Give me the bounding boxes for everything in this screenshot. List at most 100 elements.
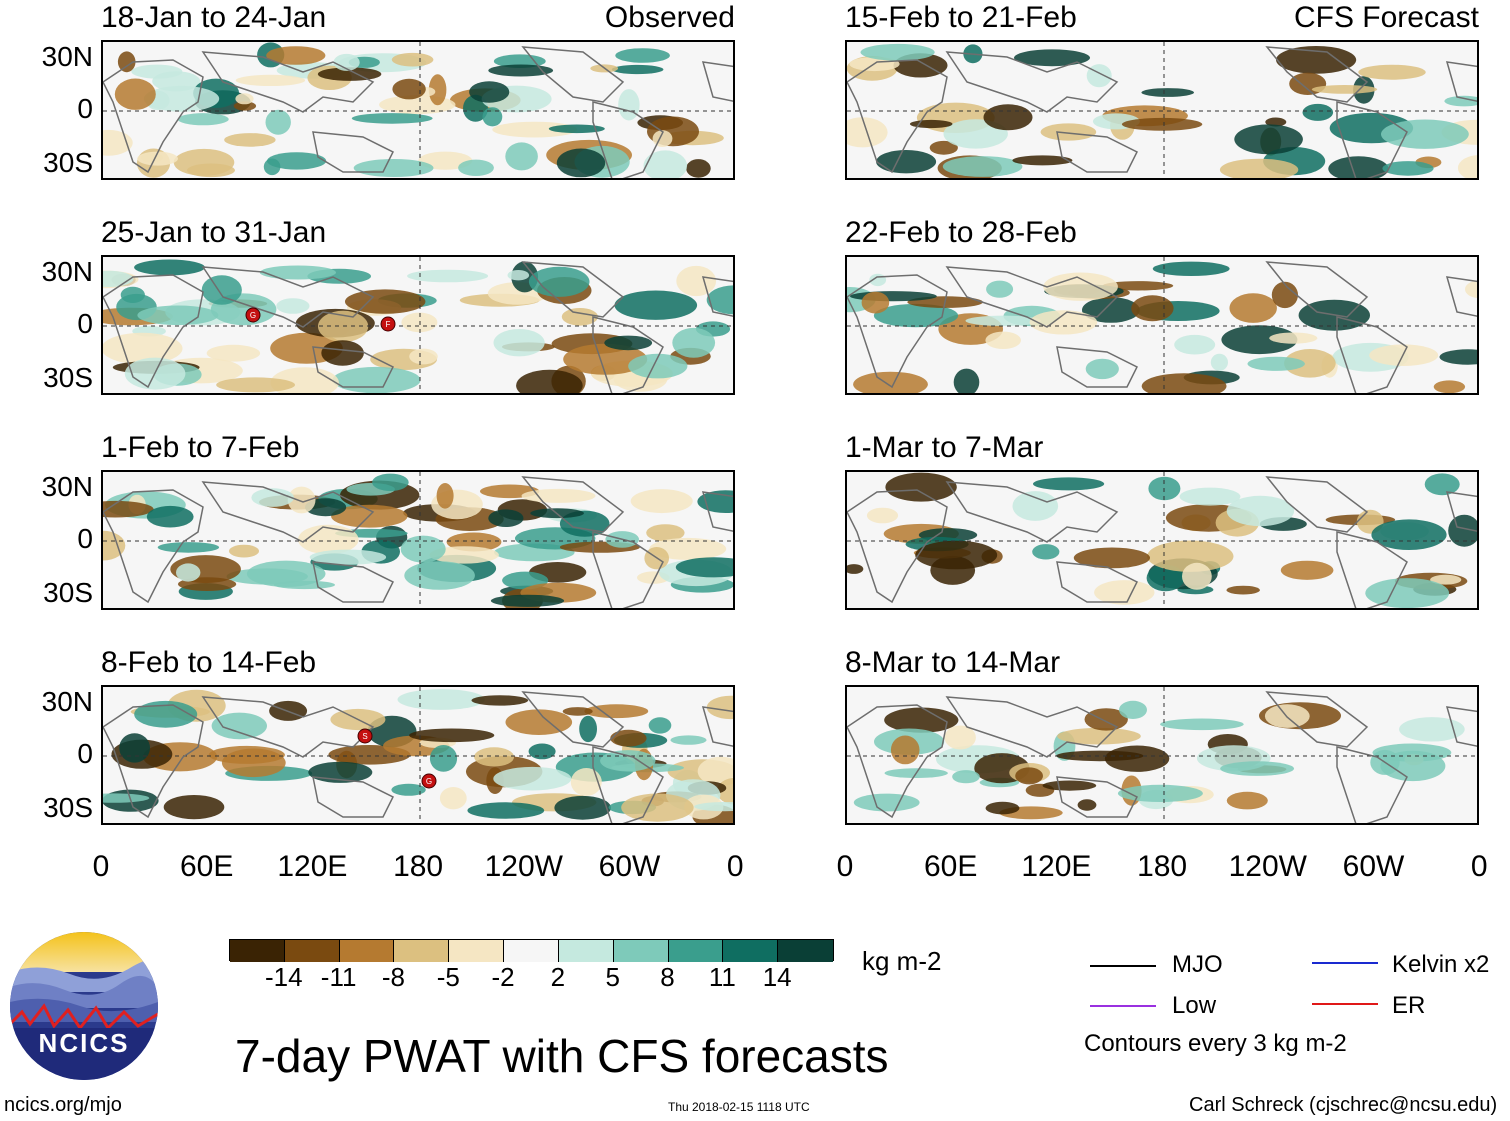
pwat-anomaly-blob [439, 787, 467, 810]
pwat-anomaly-blob [1040, 123, 1097, 141]
pwat-anomaly-blob [146, 505, 194, 528]
pwat-anomaly-blob [528, 743, 556, 760]
pwat-anomaly-blob [345, 289, 426, 314]
pwat-anomaly-blob [600, 750, 656, 772]
pwat-anomaly-blob [1012, 491, 1059, 521]
pwat-anomaly-blob [493, 329, 545, 357]
pwat-anomaly-blob [1131, 295, 1174, 322]
pwat-anomaly-blob [1371, 519, 1447, 550]
pwat-anomaly-blob [1430, 574, 1462, 585]
pwat-anomaly-blob [1210, 353, 1228, 371]
observed-panel-4-field: SG [103, 687, 733, 823]
pwat-anomaly-blob [266, 46, 326, 65]
pwat-anomaly-blob [1439, 349, 1477, 365]
pwat-anomaly-blob [372, 473, 409, 491]
observed-panel-2-lat-label: 0 [77, 308, 93, 339]
observed-panel-1-lat-label: 0 [77, 93, 93, 124]
pwat-anomaly-blob [1444, 95, 1477, 107]
pwat-anomaly-blob [1147, 540, 1234, 572]
pwat-anomaly-blob [114, 78, 156, 110]
pwat-anomaly-blob [1276, 46, 1357, 74]
coastline [201, 266, 375, 328]
pwat-anomaly-blob [1086, 64, 1112, 88]
observed-panel-1-map [101, 40, 735, 180]
storm-label: S [362, 732, 367, 741]
pwat-anomaly-blob [694, 802, 733, 812]
pwat-anomaly-blob [643, 150, 688, 178]
pwat-anomaly-blob [1117, 784, 1203, 802]
pwat-anomaly-blob [884, 707, 959, 733]
timestamp: Thu 2018-02-15 1118 UTC [668, 1100, 810, 1114]
tropical-cyclone-icon [357, 728, 373, 744]
pwat-anomaly-blob [397, 689, 485, 710]
colorbar-tick-label: -11 [320, 962, 357, 992]
forecast-panel-3-map [845, 470, 1479, 610]
pwat-anomaly-blob [554, 795, 611, 820]
pwat-anomaly-blob [1121, 117, 1203, 131]
colorbar [229, 939, 834, 962]
pwat-anomaly-blob [1382, 161, 1434, 176]
observed-lon-label: 120E [277, 850, 348, 883]
coastline [945, 266, 1119, 328]
colorbar-tick-label: -14 [265, 962, 303, 992]
colorbar-tick-label: 5 [605, 962, 620, 992]
pwat-anomaly-blob [985, 801, 1020, 815]
source-url[interactable]: ncics.org/mjo [4, 1094, 122, 1116]
coastline [1336, 101, 1408, 178]
coastline [701, 276, 733, 317]
pwat-anomaly-blob [1219, 158, 1299, 178]
pwat-anomaly-blob [570, 768, 602, 796]
colorbar-labels: -14 -11 -8 -5 -2 2 5 8 11 14 [0, 962, 1510, 996]
pwat-anomaly-blob [143, 85, 220, 112]
pwat-anomaly-blob [942, 156, 1023, 177]
pwat-anomaly-blob [1271, 281, 1298, 309]
pwat-anomaly-blob [706, 695, 733, 720]
colorbar-swatch [504, 940, 559, 962]
pwat-anomaly-blob [1152, 261, 1230, 276]
observed-panel-4-lat-label: 30S [43, 792, 93, 823]
pwat-anomaly-blob [471, 695, 529, 706]
coastline [847, 59, 948, 174]
pwat-anomaly-blob [333, 53, 360, 71]
coastline [1445, 61, 1477, 102]
pwat-anomaly-blob [1284, 349, 1336, 378]
pwat-anomaly-blob [1012, 155, 1073, 166]
observed-panel-3-lat-label: 30S [43, 577, 93, 608]
colorbar-swatch [668, 940, 724, 962]
coastline [1336, 746, 1408, 823]
coastline [701, 491, 733, 532]
pwat-anomaly-blob [176, 563, 201, 582]
pwat-anomaly-blob [332, 366, 421, 393]
pwat-anomaly-blob [235, 93, 254, 105]
storm-label: F [386, 320, 391, 329]
forecast-panel-4-map [845, 685, 1479, 825]
tropical-cyclone-icon [380, 316, 396, 332]
pwat-anomaly-blob [953, 368, 980, 393]
pwat-anomaly-blob [929, 140, 958, 155]
observed-panel-3-lat-label: 0 [77, 523, 93, 554]
pwat-anomaly-blob [1424, 473, 1460, 496]
coastline [701, 706, 733, 747]
pwat-anomaly-blob [853, 371, 928, 393]
pwat-anomaly-blob [630, 489, 693, 514]
forecast-panel-4-title: 8-Mar to 14-Mar [845, 646, 1061, 679]
forecast-panel-3-field [847, 472, 1477, 608]
colorbar-swatch [558, 940, 614, 962]
pwat-anomaly-blob [492, 121, 578, 138]
pwat-anomaly-blob [469, 81, 510, 103]
coastline [945, 481, 1119, 543]
pwat-anomaly-blob [579, 715, 597, 743]
pwat-anomaly-blob [1032, 544, 1060, 560]
pwat-anomaly-blob [103, 129, 133, 156]
pwat-anomaly-blob [482, 107, 503, 127]
pwat-anomaly-blob [490, 594, 565, 607]
pwat-anomaly-blob [1160, 718, 1244, 731]
pwat-anomaly-blob [401, 312, 438, 333]
author-credit: Carl Schreck (cjschrec@ncsu.edu) [1189, 1094, 1498, 1116]
legend-label-kelvin: Kelvin x2 [1392, 951, 1490, 978]
coastline [847, 489, 948, 604]
observed-panel-3-lat-label: 30N [41, 471, 93, 502]
pwat-anomaly-blob [672, 327, 716, 358]
pwat-anomaly-blob [561, 308, 598, 326]
pwat-anomaly-blob [556, 148, 606, 178]
